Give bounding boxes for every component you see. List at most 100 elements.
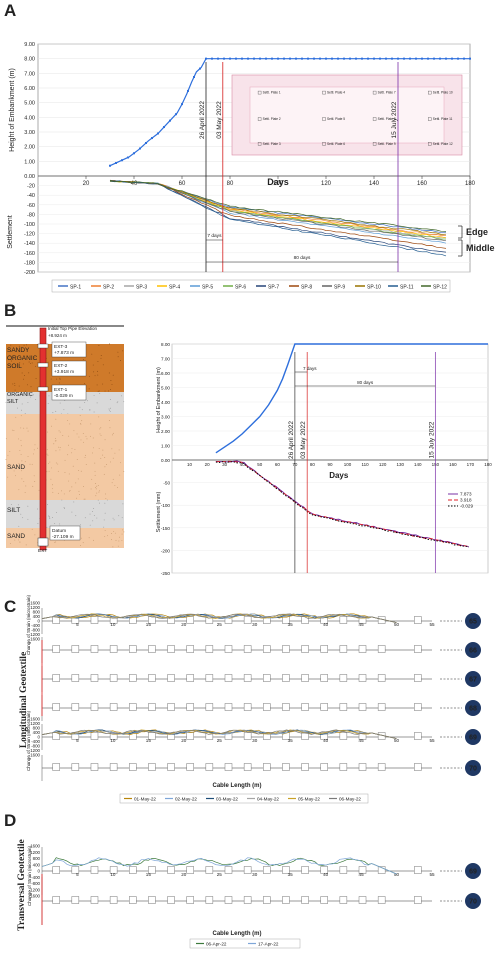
y-tick-label: 0.00 [24, 174, 35, 180]
legend-box [51, 279, 451, 293]
soil-texture [83, 486, 84, 488]
soil-texture [5, 438, 7, 440]
soil-texture [53, 443, 55, 445]
soil-texture [108, 409, 110, 411]
soil-label: ORGANIC [7, 355, 38, 362]
plate-marker [372, 117, 377, 121]
sensor-box [90, 896, 99, 904]
extensometer-pipe [39, 327, 47, 551]
soil-texture [59, 402, 61, 404]
soil-texture [110, 461, 111, 463]
soil-texture [104, 529, 106, 531]
soil-texture [119, 474, 121, 476]
legend-label: SP-8 [301, 285, 312, 291]
soil-texture [93, 371, 95, 373]
embankment-point [391, 57, 393, 60]
soil-texture [102, 383, 104, 385]
soil-texture [5, 401, 7, 403]
y-tick-label: -100 [24, 222, 35, 228]
soil-texture [103, 473, 105, 475]
x-tick-label: 170 [467, 462, 475, 467]
y-tick-label: -100 [161, 503, 171, 508]
soil-texture [104, 502, 106, 504]
sensor-box [148, 763, 156, 771]
y-tick-label: -1600 [29, 753, 41, 758]
sensor-box [224, 674, 233, 682]
soil-texture [46, 449, 48, 451]
soil-texture [95, 487, 96, 489]
sensor-box [377, 866, 386, 874]
sensor-box [224, 866, 233, 874]
embankment-point [145, 142, 147, 144]
sensor-box [109, 763, 118, 771]
sensor-box [320, 703, 328, 711]
plate-marker [372, 90, 377, 95]
sensor-box [243, 763, 252, 771]
soil-texture [79, 406, 81, 408]
x-tick-label: 10 [110, 738, 116, 743]
soil-texture [52, 412, 54, 414]
soil-texture [27, 384, 29, 386]
soil-texture [9, 543, 11, 544]
plate-label: Settl. Plate 1 [263, 91, 281, 95]
sensor-box [52, 616, 60, 624]
sensor-box [186, 866, 194, 874]
embankment-point [421, 57, 423, 60]
soil-texture [105, 493, 107, 495]
soil-texture [26, 427, 28, 429]
soil-texture [87, 400, 88, 402]
soil-texture [97, 391, 99, 393]
soil-layer [6, 500, 124, 528]
x-tick-label: 35 [288, 872, 294, 877]
soil-texture [22, 363, 24, 365]
soil-texture [111, 482, 113, 484]
soil-texture [15, 416, 17, 418]
soil-texture [90, 423, 92, 425]
soil-texture [113, 519, 115, 521]
x-tick-label: 55 [429, 622, 435, 627]
soil-texture [75, 515, 77, 517]
soil-texture [100, 355, 102, 356]
sensor-box [377, 703, 386, 711]
soil-texture [92, 437, 94, 439]
embankment-point [139, 147, 141, 150]
soil-texture [110, 389, 111, 391]
y-tick-label: -160 [24, 251, 35, 257]
legend-a: SP-1 SP-2 SP-3 SP-4 SP-5 SP-6 SP-7 SP-8 SP-9 SP-1… [51, 279, 451, 293]
soil-texture [51, 425, 53, 427]
sensor-box [186, 896, 194, 904]
sensor-box [129, 866, 137, 874]
sensor-box [263, 866, 271, 874]
soil-texture [48, 463, 49, 464]
embankment-point [169, 119, 171, 122]
soil-texture [22, 517, 24, 519]
x-tick-label: 180 [465, 181, 476, 187]
soil-texture [29, 393, 31, 395]
soil-texture [84, 517, 86, 519]
soil-texture [80, 524, 82, 526]
y-tick-label: -400 [31, 739, 40, 744]
x-tick-label: 40 [323, 872, 329, 877]
soil-texture [25, 485, 27, 487]
soil-texture [98, 390, 100, 392]
sensor-box [129, 674, 137, 682]
datum-anchor [37, 537, 49, 547]
legend-label: 04-May-22 [257, 797, 279, 802]
panel-d: D 5 10 15 20 25 30 35 40 45 50 55 69 70 16001200800400… [4, 811, 481, 949]
plate-marker [322, 90, 326, 95]
sensor-box [243, 866, 252, 874]
sensor-box [71, 866, 80, 874]
soil-texture [93, 508, 95, 510]
y-tick-label: -1200 [29, 748, 41, 753]
y-tick-label: -140 [24, 241, 35, 247]
y-tick-label: -200 [161, 548, 171, 553]
sensor-box [320, 763, 328, 771]
legend-label: 02-May-22 [175, 797, 197, 802]
soil-texture [18, 385, 20, 387]
soil-texture [34, 357, 36, 359]
soil-texture [88, 537, 90, 539]
sensor-box [339, 732, 348, 740]
embankment-point [349, 57, 351, 60]
x-tick-label: 30 [252, 738, 258, 743]
soil-texture [48, 516, 50, 518]
